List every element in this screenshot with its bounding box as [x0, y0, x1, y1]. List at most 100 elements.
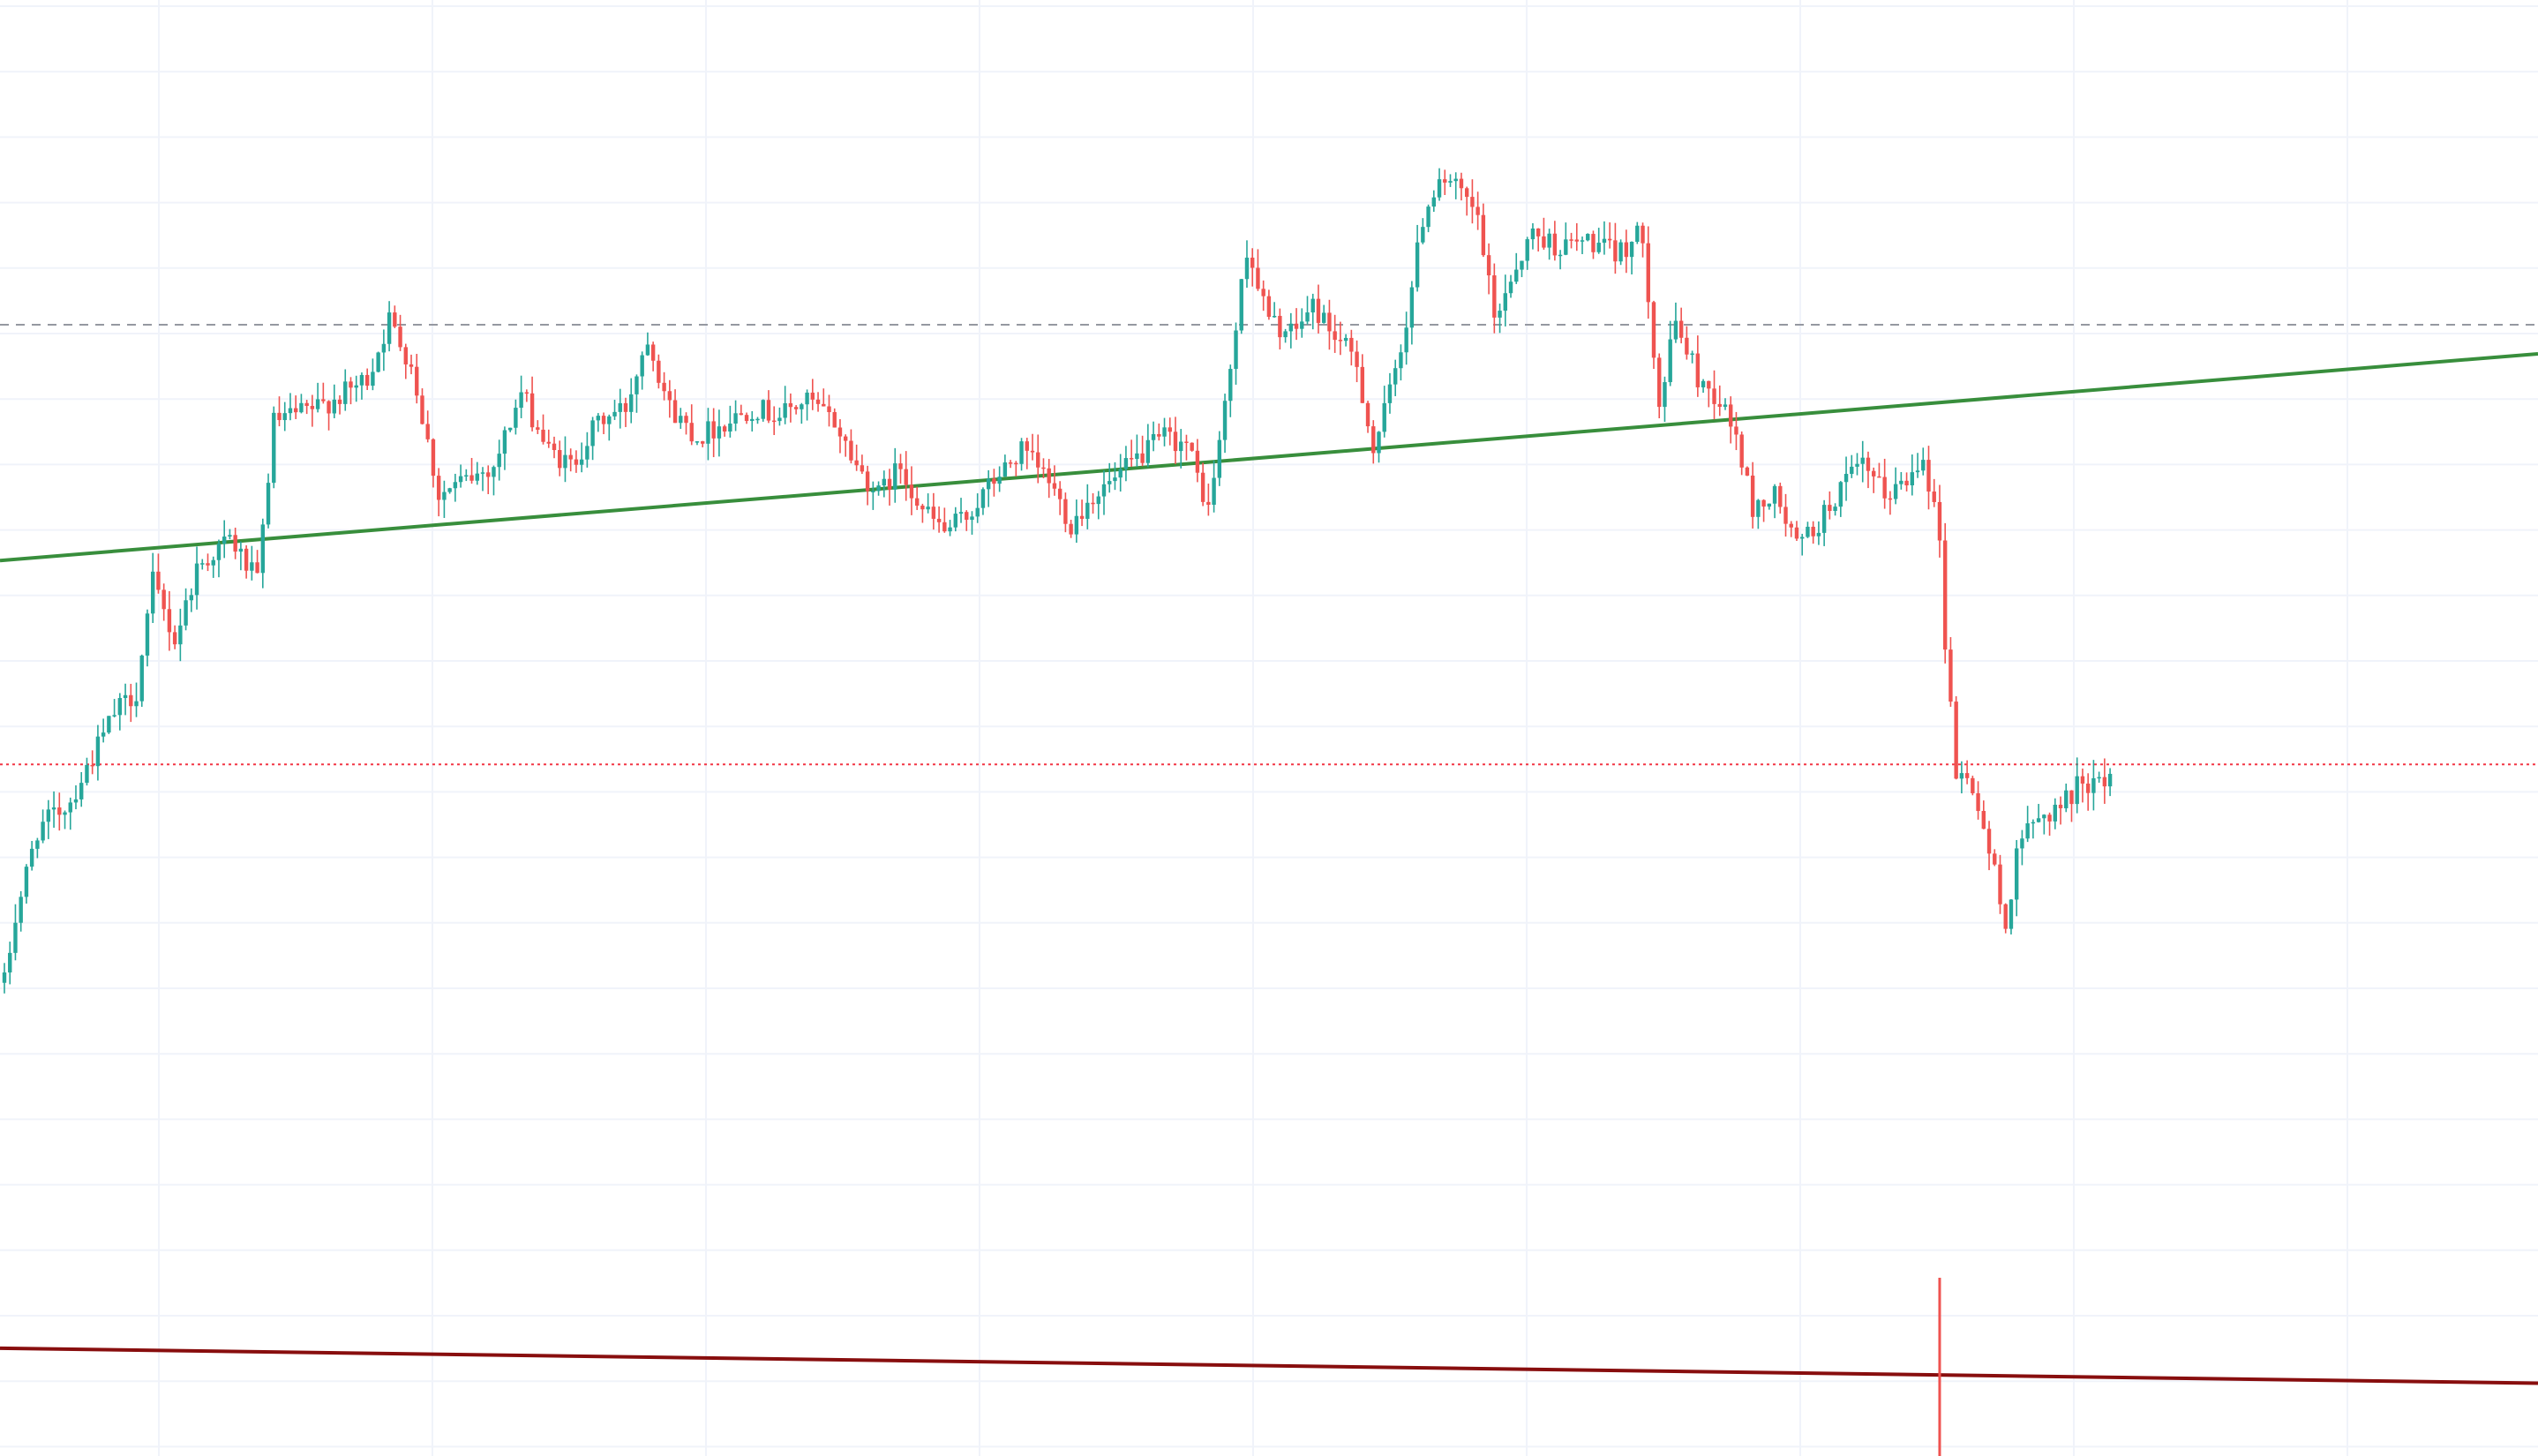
candle-body [189, 595, 194, 601]
candle [1607, 221, 1612, 249]
candle [272, 406, 276, 489]
candle-body [1108, 481, 1112, 484]
candle [672, 389, 678, 424]
candle-body [695, 441, 700, 443]
candle-body [1828, 505, 1832, 512]
candle-body [1190, 442, 1194, 451]
candle-body [623, 402, 628, 412]
candle [1591, 230, 1596, 259]
candle [1360, 354, 1365, 403]
candle-body [2107, 773, 2113, 787]
candle-body [1206, 501, 1211, 505]
candle-body [1222, 401, 1228, 440]
candle-body [1860, 457, 1865, 464]
candle [415, 354, 419, 404]
candle [343, 369, 348, 411]
candle [766, 390, 771, 424]
candle [2003, 903, 2008, 934]
candle-body [1168, 427, 1172, 432]
candle [810, 379, 815, 410]
candle [1811, 521, 1815, 544]
candle-body [359, 374, 364, 386]
candle-body [288, 408, 293, 414]
candle [1448, 174, 1453, 187]
candle [1734, 411, 1738, 451]
candle [2102, 758, 2107, 804]
candle-body [2036, 818, 2041, 822]
candle-body [1250, 257, 1255, 268]
candle [596, 413, 601, 432]
candle-body [2097, 777, 2101, 779]
candle-body [750, 418, 755, 422]
candle [701, 440, 705, 447]
candle-body [777, 417, 782, 422]
candle [2031, 819, 2036, 839]
candle [1426, 204, 1430, 233]
candle-body [8, 952, 12, 973]
candle [194, 546, 199, 610]
candle [277, 396, 282, 427]
candle-body [1564, 239, 1568, 255]
candle-body [579, 459, 584, 465]
candle-body [514, 408, 518, 428]
candle-body [1492, 275, 1497, 318]
candle [29, 841, 34, 871]
candle [1602, 221, 1607, 255]
candle [536, 420, 540, 434]
candle-body [980, 489, 986, 508]
candle [1096, 491, 1100, 520]
candle-body [849, 440, 853, 461]
candle-body [1976, 792, 1980, 812]
candle [986, 469, 991, 507]
candle-body [304, 402, 309, 407]
candle-body [931, 507, 936, 519]
candle [965, 510, 969, 531]
candle [1954, 696, 1958, 780]
candle-body [728, 424, 732, 432]
candle [1316, 284, 1321, 334]
candle [1932, 478, 1936, 507]
candle-body [1657, 357, 1662, 408]
candle-body [871, 491, 875, 492]
candle-body [123, 694, 128, 699]
candle-body [1382, 402, 1386, 432]
candle [629, 378, 634, 424]
candle [1063, 492, 1068, 533]
candle-body [1536, 228, 1541, 236]
candle-body [2009, 899, 2014, 929]
candle [354, 375, 358, 402]
candle [1404, 311, 1408, 365]
candle-body [1806, 526, 1810, 537]
candle [222, 520, 227, 559]
candle [1547, 229, 1551, 260]
candle-body [926, 507, 930, 510]
candle-body [1426, 206, 1430, 228]
candle-body [2047, 814, 2052, 822]
candle [1866, 451, 1871, 489]
candle [73, 784, 79, 810]
candle [1695, 335, 1701, 397]
candle [1586, 233, 1590, 242]
candle-body [909, 484, 914, 499]
candle-body [1651, 302, 1656, 358]
candle [211, 556, 215, 578]
candle [1789, 521, 1793, 537]
candle-body [464, 475, 469, 477]
candle [1574, 222, 1579, 251]
candle-body [492, 467, 496, 477]
candle [101, 718, 106, 743]
candle [1673, 302, 1678, 343]
candle-body [458, 476, 463, 483]
candle [250, 545, 254, 581]
candle [822, 388, 826, 407]
candle [2, 963, 7, 994]
candle [447, 487, 452, 494]
candle-body [431, 439, 436, 477]
candle-body [1355, 351, 1359, 367]
candle [1256, 249, 1260, 291]
candle-body [854, 460, 859, 466]
candle [1569, 232, 1573, 249]
candle-body [371, 372, 375, 387]
